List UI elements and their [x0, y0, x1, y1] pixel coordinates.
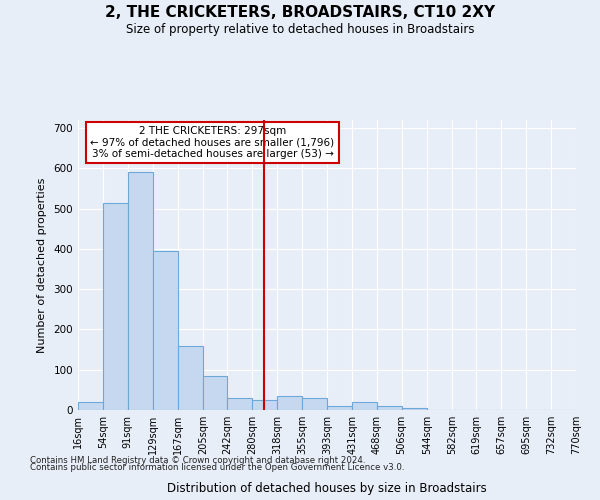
Bar	[128, 172, 152, 410]
Text: Contains public sector information licensed under the Open Government Licence v3: Contains public sector information licen…	[30, 464, 404, 472]
Bar	[377, 406, 401, 410]
Bar	[152, 251, 178, 410]
Bar	[302, 398, 327, 410]
Text: Contains HM Land Registry data © Crown copyright and database right 2024.: Contains HM Land Registry data © Crown c…	[30, 456, 365, 465]
Bar	[401, 408, 427, 410]
Y-axis label: Number of detached properties: Number of detached properties	[37, 178, 47, 352]
Text: 2, THE CRICKETERS, BROADSTAIRS, CT10 2XY: 2, THE CRICKETERS, BROADSTAIRS, CT10 2XY	[105, 5, 495, 20]
Text: Distribution of detached houses by size in Broadstairs: Distribution of detached houses by size …	[167, 482, 487, 495]
Bar	[277, 396, 302, 410]
Bar	[103, 202, 128, 410]
Text: 2 THE CRICKETERS: 297sqm
← 97% of detached houses are smaller (1,796)
3% of semi: 2 THE CRICKETERS: 297sqm ← 97% of detach…	[91, 126, 335, 159]
Bar	[178, 346, 203, 410]
Bar	[327, 406, 352, 410]
Text: Size of property relative to detached houses in Broadstairs: Size of property relative to detached ho…	[126, 22, 474, 36]
Bar	[203, 376, 227, 410]
Bar	[78, 402, 103, 410]
Bar	[253, 400, 277, 410]
Bar	[227, 398, 253, 410]
Bar	[352, 402, 377, 410]
